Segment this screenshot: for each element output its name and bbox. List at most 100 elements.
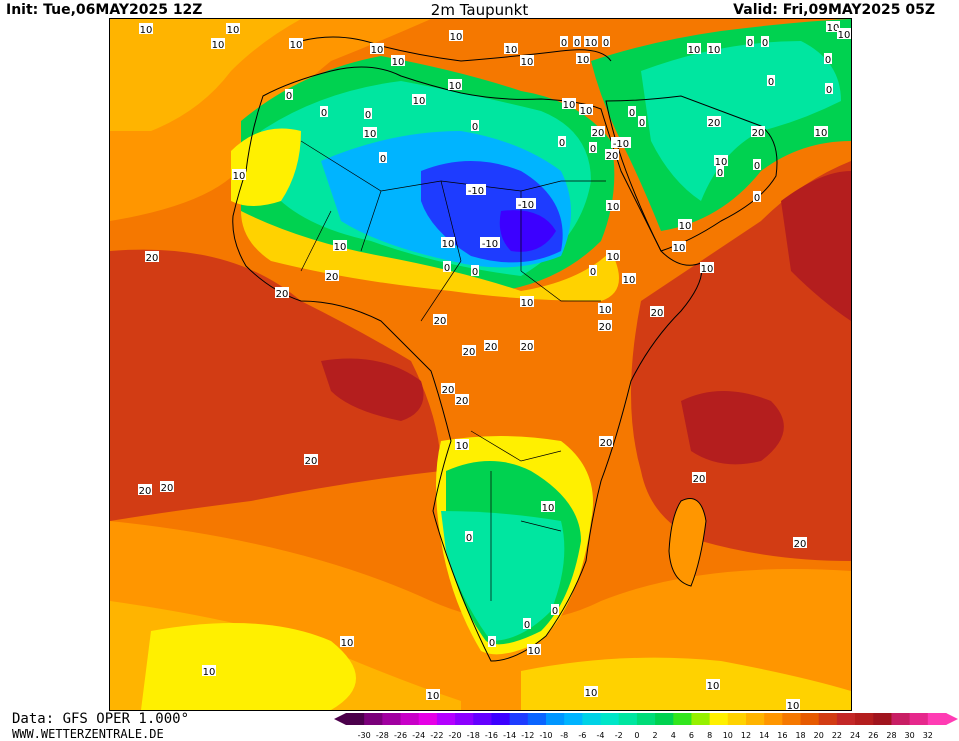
contour-label: 10	[827, 23, 840, 34]
middle-east-teal	[641, 41, 841, 201]
colorbar-swatch	[800, 713, 820, 725]
contour-label-bg	[232, 169, 246, 180]
colorbar-swatch	[746, 713, 765, 725]
contour-label-bg	[602, 36, 610, 47]
contour-label: 20	[326, 272, 339, 283]
contour-label: 10	[449, 81, 462, 92]
contour-label-bg	[541, 501, 555, 512]
contour-label: 0	[825, 55, 831, 66]
colorbar-swatch	[527, 713, 547, 725]
colorbar-tick-label: 24	[850, 731, 860, 740]
contour-label-bg	[746, 36, 754, 47]
contour-label: 10	[341, 638, 354, 649]
contour-label: 10	[707, 681, 720, 692]
contour-label-bg	[606, 250, 620, 261]
contour-label: 0	[380, 154, 386, 165]
contour-label: 20	[752, 128, 765, 139]
contour-label-bg	[471, 265, 479, 276]
indian-ocean-darkred	[681, 391, 784, 465]
contour-label: 10	[673, 243, 686, 254]
colorbar-tick-label: 20	[814, 731, 824, 740]
contour-label-bg	[412, 94, 426, 105]
contour-label: 0	[754, 161, 760, 172]
africa-coastline	[232, 66, 703, 662]
contour-label-bg	[363, 127, 377, 138]
contour-label: 0	[603, 38, 609, 49]
contour-label: 0	[444, 263, 450, 274]
contour-label: -10	[518, 200, 534, 211]
colorbar-tick-label: 18	[795, 731, 805, 740]
colorbar-swatch	[836, 713, 856, 725]
contour-label: 20	[463, 347, 476, 358]
contour-label: 0	[574, 38, 580, 49]
contour-label-bg	[767, 75, 775, 86]
contour-label: 0	[365, 110, 371, 121]
mediterranean-outline	[300, 36, 612, 62]
colorbar-right-arrow	[946, 713, 958, 725]
colorbar-tick-label: -14	[503, 731, 516, 740]
contour-label-bg	[714, 155, 728, 166]
colorbar-tick-label: 8	[707, 731, 712, 740]
colorbar-swatch	[636, 713, 656, 725]
contour-label-bg	[488, 636, 496, 647]
contour-label-bg	[139, 23, 153, 34]
colorbar-tick-label: 2	[653, 731, 658, 740]
contour-label-bg	[285, 89, 293, 100]
contour-label-bg	[598, 320, 612, 331]
contour-label: 10	[427, 691, 440, 702]
contour-label: 20	[651, 308, 664, 319]
contour-label-bg	[441, 237, 455, 248]
contour-label-bg	[558, 136, 566, 147]
contour-label-bg	[465, 531, 473, 542]
contour-label-bg	[692, 472, 706, 483]
contour-label-bg	[433, 314, 447, 325]
contour-label-bg	[716, 166, 724, 177]
contour-label: 20	[305, 456, 318, 467]
colorbar-swatch	[364, 713, 383, 725]
contour-label-bg	[826, 21, 840, 32]
contour-label: 10	[203, 667, 216, 678]
contour-label-bg	[706, 679, 720, 690]
colorbar-tick-label: -6	[578, 731, 586, 740]
contour-label-bg	[707, 116, 721, 127]
colorbar-swatch	[709, 713, 729, 725]
contour-label-bg	[504, 43, 518, 54]
colorbar-swatch	[891, 713, 911, 725]
contour-label-bg	[202, 665, 216, 676]
colorbar-swatch	[818, 713, 838, 725]
contour-label-bg	[638, 116, 646, 127]
colorbar-swatch	[491, 713, 511, 725]
colorbar-swatch	[600, 713, 620, 725]
colorbar-tick-label: -16	[485, 731, 498, 740]
contour-label-bg	[520, 340, 534, 351]
colorbar-swatch	[855, 713, 874, 725]
colorbar-left-arrow	[334, 713, 346, 725]
colorbar-swatch	[546, 713, 565, 725]
init-time: Init: Tue,06MAY2025 12Z	[6, 2, 203, 18]
contour-label-bg	[520, 296, 534, 307]
contour-label: 0	[768, 77, 774, 88]
contour-label-bg	[455, 394, 469, 405]
contour-label-bg	[516, 198, 536, 209]
colorbar-swatch	[873, 713, 892, 725]
contour-label: 10	[442, 239, 455, 250]
contour-label: 20	[442, 385, 455, 396]
contour-label-bg	[814, 126, 828, 137]
contour-label: 20	[161, 483, 174, 494]
contour-label-bg	[598, 303, 612, 314]
contour-label: 10	[212, 40, 225, 51]
contour-label-bg	[379, 152, 387, 163]
contour-label-bg	[226, 23, 240, 34]
contour-label: 10	[580, 106, 593, 117]
colorbar-swatch	[473, 713, 492, 725]
contour-label: 10	[392, 57, 405, 68]
contour-label: 20	[708, 118, 721, 129]
contour-label: 10	[542, 503, 555, 514]
contour-label-bg	[364, 108, 372, 119]
contour-label: 20	[434, 316, 447, 327]
contour-label-bg	[138, 484, 152, 495]
contour-label: 10	[838, 30, 851, 41]
colorbar-tick-label: 14	[759, 731, 769, 740]
gulf-guinea-darkred	[321, 358, 424, 421]
contour-label: 0	[590, 267, 596, 278]
